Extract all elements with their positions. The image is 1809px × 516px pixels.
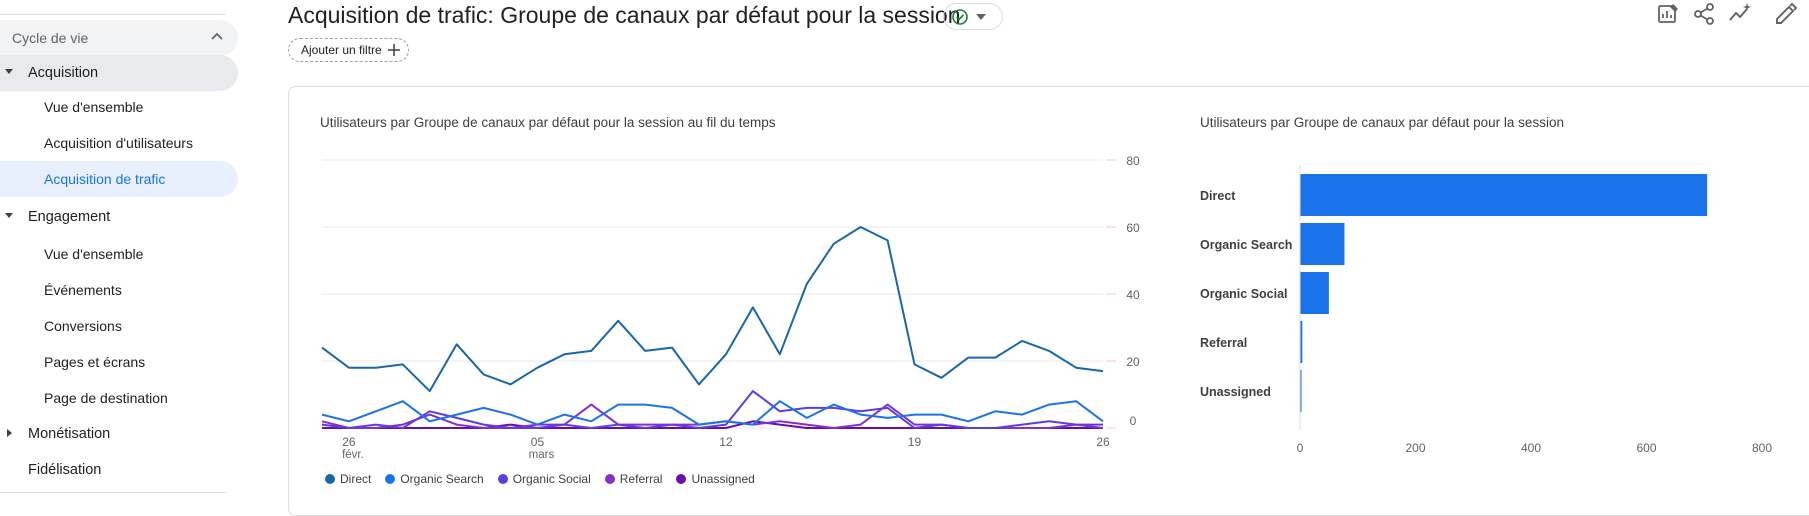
- report-card: [288, 86, 1809, 516]
- x-tick-label: 400: [1521, 441, 1541, 455]
- x-tick-label: 600: [1636, 441, 1656, 455]
- sidebar-item-label: Vue d'ensemble: [44, 246, 144, 262]
- x-tick-label: 200: [1405, 441, 1425, 455]
- sidebar-item-engagement-overview[interactable]: Vue d'ensemble: [0, 236, 238, 272]
- status-chip[interactable]: [943, 3, 1003, 30]
- insights-icon[interactable]: [1728, 2, 1752, 26]
- sidebar-group-monetization[interactable]: Monétisation: [0, 416, 238, 452]
- y-tick-label: 0: [1130, 414, 1137, 428]
- x-tick-label: 800: [1752, 441, 1772, 455]
- check-circle-icon: [952, 8, 968, 25]
- legend-dot-unassigned: [676, 474, 687, 484]
- legend-label: Organic Social: [512, 472, 591, 486]
- sidebar-item-label: Vue d'ensemble: [44, 99, 144, 115]
- caret-down-icon: [5, 69, 13, 74]
- sidebar-group-label: Engagement: [28, 209, 111, 225]
- x-tick-sublabel: févr.: [342, 449, 364, 461]
- legend-item[interactable]: Organic Social: [497, 472, 591, 486]
- sidebar-item-label: Acquisition d'utilisateurs: [44, 135, 193, 151]
- x-tick-label: 05: [531, 435, 545, 449]
- legend-dot-organic-social: [497, 474, 508, 484]
- bar-chart-title: Utilisateurs par Groupe de canaux par dé…: [1200, 115, 1564, 130]
- series-line-direct: [321, 226, 1104, 393]
- sidebar-item-landing-page[interactable]: Page de destination: [0, 380, 238, 416]
- section-header-lifecycle[interactable]: Cycle de vie: [0, 20, 238, 56]
- sidebar-nav: Cycle de vie Acquisition Vue d'ensemble …: [0, 0, 240, 494]
- divider: [0, 14, 226, 15]
- x-tick-label: 12: [719, 435, 733, 449]
- bar-category-label: Organic Search: [1200, 238, 1292, 252]
- legend-item[interactable]: Organic Search: [385, 472, 484, 486]
- bar-category-label: Unassigned: [1200, 385, 1271, 399]
- y-tick-label: 20: [1126, 355, 1140, 369]
- sidebar-item-acquisition-overview[interactable]: Vue d'ensemble: [0, 89, 238, 125]
- sidebar-item-retention[interactable]: Fidélisation: [0, 452, 238, 488]
- sidebar-item-label: Conversions: [44, 318, 122, 334]
- bar-category-label: Referral: [1200, 336, 1247, 350]
- bar-category-label: Organic Social: [1200, 287, 1288, 301]
- series-line-organic-search: [321, 400, 1104, 426]
- bar-direct: [1300, 174, 1708, 216]
- sidebar-item-label: Pages et écrans: [44, 354, 146, 370]
- sidebar-item-label: Page de destination: [44, 390, 168, 406]
- bar-chart[interactable]: Direct Organic Search Organic Social Referr…: [0, 0, 1809, 494]
- sidebar-item-label: Acquisition de trafic: [44, 171, 166, 187]
- legend-item[interactable]: Unassigned: [676, 472, 755, 486]
- add-filter-label: Ajouter un filtre: [301, 43, 382, 57]
- x-tick-label: 0: [1297, 441, 1304, 455]
- customize-report-icon[interactable]: [1656, 2, 1680, 26]
- x-tick-label: 19: [908, 435, 922, 449]
- caret-right-icon: [7, 429, 12, 437]
- legend-label: Unassigned: [691, 472, 755, 486]
- bar-organic-social: [1300, 272, 1329, 314]
- bar-organic-search: [1300, 223, 1345, 265]
- caret-down-icon: [5, 213, 13, 218]
- sidebar-group-acquisition[interactable]: Acquisition: [0, 55, 238, 91]
- bar-category-label: Direct: [1200, 189, 1236, 203]
- sidebar-item-traffic-acquisition[interactable]: Acquisition de trafic: [0, 161, 238, 197]
- x-tick-sublabel: mars: [529, 449, 555, 461]
- sidebar-item-events[interactable]: Événements: [0, 272, 238, 308]
- divider: [0, 492, 226, 493]
- x-tick-label: 26: [342, 435, 356, 449]
- sidebar-item-conversions[interactable]: Conversions: [0, 308, 238, 344]
- plus-icon: [387, 44, 400, 56]
- sidebar-item-user-acquisition[interactable]: Acquisition d'utilisateurs: [0, 125, 238, 161]
- y-tick-label: 40: [1126, 288, 1140, 302]
- bar-unassigned: [1300, 370, 1302, 412]
- sidebar-group-label: Acquisition: [28, 65, 99, 81]
- add-filter-button[interactable]: Ajouter un filtre: [288, 38, 409, 62]
- sidebar-item-label: Fidélisation: [28, 462, 102, 478]
- sidebar-item-pages-screens[interactable]: Pages et écrans: [0, 344, 238, 380]
- page-title: Acquisition de trafic: Groupe de canaux …: [288, 2, 961, 28]
- sidebar-group-label: Monétisation: [28, 426, 111, 442]
- section-header-label: Cycle de vie: [12, 30, 89, 46]
- line-chart-legend: Direct Organic Search Organic Social Ref…: [325, 472, 755, 486]
- legend-dot-referral: [604, 474, 615, 484]
- bar-referral: [1300, 321, 1303, 363]
- x-tick-label: 26: [1096, 435, 1110, 449]
- legend-item[interactable]: Referral: [604, 472, 663, 486]
- share-icon[interactable]: [1692, 2, 1716, 26]
- sidebar-group-engagement[interactable]: Engagement: [0, 199, 238, 235]
- edit-icon[interactable]: [1774, 2, 1798, 26]
- legend-item[interactable]: Direct: [325, 472, 371, 486]
- chevron-down-icon: [976, 13, 986, 20]
- legend-label: Organic Search: [400, 472, 484, 486]
- sidebar-item-label: Événements: [44, 282, 122, 298]
- chevron-up-icon: [211, 32, 223, 40]
- legend-label: Direct: [340, 472, 372, 486]
- legend-dot-direct: [325, 474, 335, 484]
- series-line-organic-social: [321, 390, 1103, 429]
- line-chart-title: Utilisateurs par Groupe de canaux par dé…: [320, 115, 776, 130]
- y-tick-label: 80: [1126, 154, 1140, 168]
- legend-dot-organic-search: [385, 474, 396, 484]
- legend-label: Referral: [619, 472, 663, 486]
- y-tick-label: 60: [1126, 221, 1140, 235]
